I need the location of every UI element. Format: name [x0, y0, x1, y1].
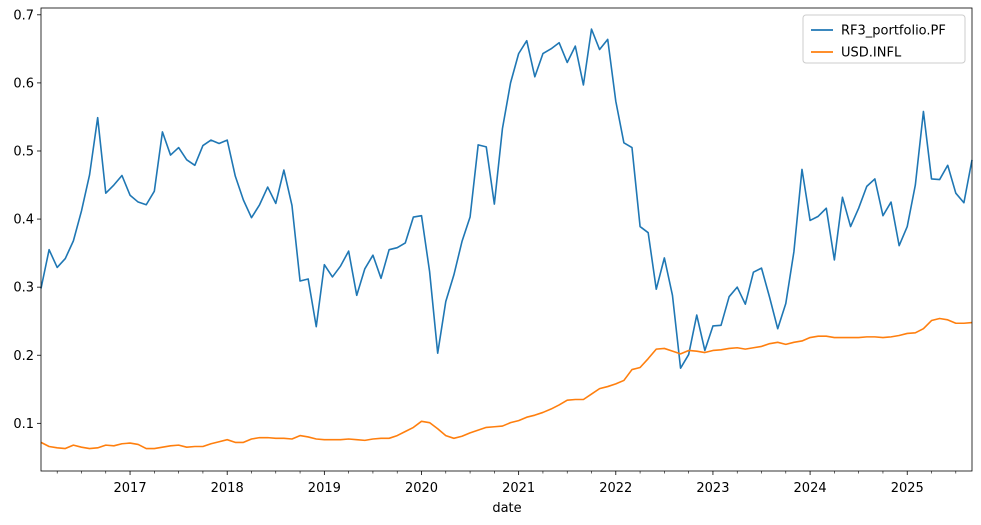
series-line-2	[40, 317, 973, 450]
x-tick-label: 2022	[599, 481, 632, 496]
x-axis-label: date	[492, 501, 521, 516]
legend-label-2: USD.INFL	[841, 46, 902, 61]
legend-label-1: RF3_portfolio.PF	[841, 24, 946, 39]
y-tick-label: 0.6	[13, 76, 34, 91]
x-tick-label: 2018	[211, 481, 244, 496]
x-tick-label: 2019	[308, 481, 341, 496]
x-tick-label: 2024	[794, 481, 827, 496]
x-tick-label: 2025	[891, 481, 924, 496]
y-tick-label: 0.5	[13, 144, 34, 159]
x-tick-label: 2023	[696, 481, 729, 496]
legend: RF3_portfolio.PF USD.INFL	[802, 14, 966, 64]
x-tick-label: 2020	[405, 481, 438, 496]
y-tick-label: 0.2	[13, 349, 34, 364]
y-tick-label: 0.3	[13, 281, 34, 296]
axes-layer: 0.1 0.2 0.3 0.4 0.5 0.6 0.7 2017 2018 2019 2020 202…	[13, 7, 973, 496]
x-tick-label: 2017	[114, 481, 147, 496]
y-tick-label: 0.1	[13, 417, 34, 432]
axes-frame	[40, 7, 973, 472]
y-tick-label: 0.4	[13, 213, 34, 228]
series-line-1	[40, 28, 973, 369]
y-tick-label: 0.7	[13, 8, 34, 23]
legend-box	[802, 14, 966, 64]
x-tick-label: 2021	[502, 481, 535, 496]
series-layer	[40, 28, 973, 450]
